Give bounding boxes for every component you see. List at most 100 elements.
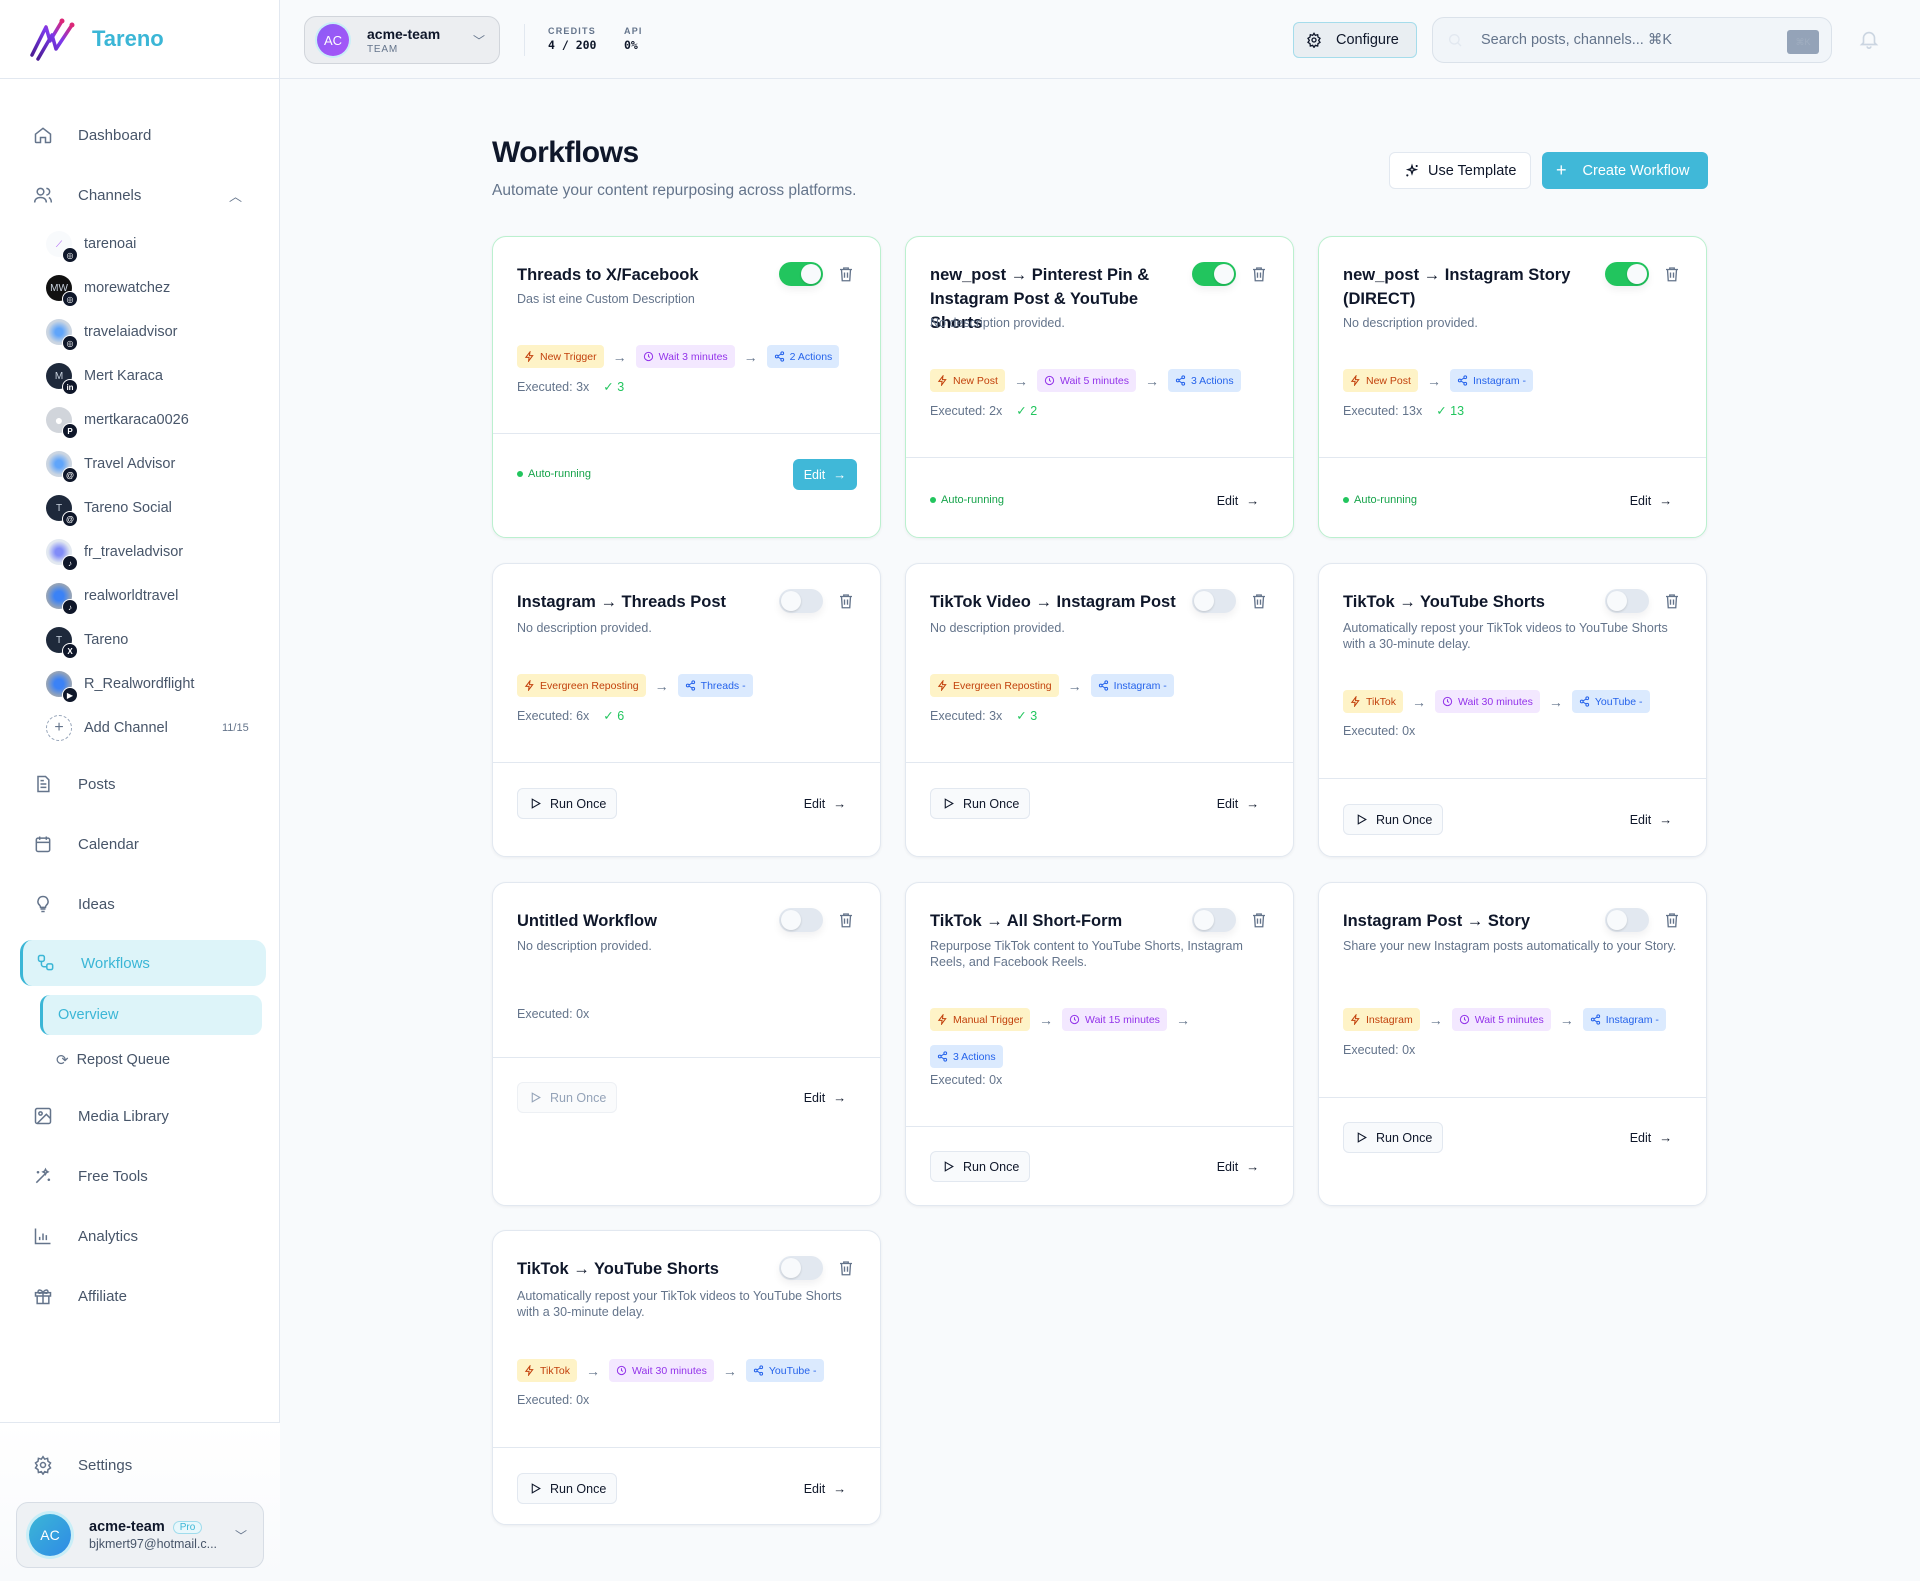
workflow-title[interactable]: Instagram Post → Story [1343, 912, 1531, 930]
run-once-button[interactable]: Run Once [517, 788, 617, 819]
step-label: 2 Actions [789, 350, 833, 363]
sidebar-item-settings[interactable]: Settings [20, 1443, 266, 1487]
channel-item[interactable]: MW ◎ morewatchez [46, 273, 170, 307]
workflow-toggle[interactable] [1192, 908, 1236, 932]
sidebar-subitem-repost-queue[interactable]: ⟳ Repost Queue [40, 1040, 262, 1080]
trash-icon[interactable] [1250, 265, 1268, 283]
run-once-button[interactable]: Run Once [1343, 1122, 1443, 1153]
edit-button[interactable]: Edit → [793, 788, 857, 819]
bell-icon[interactable] [1858, 28, 1880, 50]
search-input[interactable] [1481, 32, 1781, 48]
edit-button[interactable]: Edit → [793, 1082, 857, 1113]
use-template-button[interactable]: Use Template [1389, 152, 1531, 189]
workflow-title[interactable]: TikTok Video → Instagram Post [930, 593, 1176, 611]
run-once-button[interactable]: Run Once [517, 1082, 617, 1113]
edit-button[interactable]: Edit → [1619, 1122, 1683, 1153]
account-switcher[interactable]: AC acme-team Pro bjkmert97@hotmail.c... ﹀ [16, 1502, 264, 1568]
sidebar-item-workflows[interactable]: Workflows [20, 940, 266, 986]
workflow-title[interactable]: new_post → Pinterest Pin & Instagram Pos… [930, 266, 1150, 332]
run-once-button[interactable]: Run Once [930, 788, 1030, 819]
trash-icon[interactable] [1663, 265, 1681, 283]
sidebar: Tareno Dashboard Channels ︿ ⟋ ◎ tarenoai … [0, 0, 280, 1581]
executed-text: Executed: 0x [1343, 724, 1416, 738]
workflow-title[interactable]: Untitled Workflow [517, 912, 657, 930]
workflow-toggle[interactable] [779, 589, 823, 613]
arrow-right-icon: → [1659, 1130, 1673, 1145]
sidebar-item-label: Settings [78, 1456, 133, 1474]
workflow-toggle[interactable] [1192, 589, 1236, 613]
trash-icon[interactable] [1663, 911, 1681, 929]
workflow-toggle[interactable] [779, 908, 823, 932]
trash-icon[interactable] [837, 1259, 855, 1277]
sidebar-subitem-overview[interactable]: Overview [40, 995, 262, 1035]
channel-name: fr_traveladvisor [84, 544, 184, 560]
channel-item[interactable]: ◎ travelaiadvisor [46, 317, 178, 351]
workflow-title[interactable]: TikTok → YouTube Shorts [517, 1260, 719, 1278]
edit-button[interactable]: Edit → [1206, 788, 1270, 819]
workflow-description: Automatically repost your TikTok videos … [517, 1289, 842, 1319]
brand[interactable]: Tareno [0, 0, 279, 79]
run-once-button[interactable]: Run Once [517, 1473, 617, 1504]
workflow-title[interactable]: Instagram → Threads Post [517, 593, 727, 611]
avatar: AC [29, 1514, 71, 1556]
trash-icon[interactable] [837, 592, 855, 610]
toggle-knob [1607, 591, 1627, 611]
edit-button[interactable]: Edit → [1619, 485, 1683, 516]
add-channel-button[interactable]: + Add Channel [46, 713, 168, 743]
edit-button[interactable]: Edit → [1619, 804, 1683, 835]
configure-button[interactable]: Configure [1293, 22, 1417, 58]
run-once-label: Run Once [550, 796, 607, 811]
trash-icon[interactable] [1663, 592, 1681, 610]
edit-button[interactable]: Edit → [793, 459, 857, 490]
run-once-button[interactable]: Run Once [1343, 804, 1443, 835]
workflow-title[interactable]: TikTok → All Short-Form [930, 912, 1123, 930]
clock-icon [616, 1365, 627, 1376]
channel-item[interactable]: ⟋ ◎ tarenoai [46, 229, 136, 263]
workflow-toggle[interactable] [1605, 908, 1649, 932]
workflow-title[interactable]: TikTok → YouTube Shorts [1343, 593, 1545, 611]
run-once-button[interactable]: Run Once [930, 1151, 1030, 1182]
sidebar-item-ideas[interactable]: Ideas [20, 882, 266, 926]
channel-item[interactable]: @ Travel Advisor [46, 449, 175, 483]
workflow-toggle[interactable] [779, 262, 823, 286]
plan-badge: Pro [172, 1520, 203, 1534]
sidebar-item-posts[interactable]: Posts [20, 762, 266, 806]
lightning-icon [524, 1365, 534, 1376]
sidebar-item-affiliate[interactable]: Affiliate [20, 1274, 266, 1318]
workflow-toggle[interactable] [1192, 262, 1236, 286]
trash-icon[interactable] [1250, 592, 1268, 610]
workflow-title[interactable]: new_post → Instagram Story (DIRECT) [1343, 266, 1571, 308]
trash-icon[interactable] [1250, 911, 1268, 929]
success-count: ✓ 3 [1016, 709, 1038, 723]
workflow-toggle[interactable] [1605, 262, 1649, 286]
sidebar-item-media-library[interactable]: Media Library [20, 1094, 266, 1138]
search-bar[interactable]: ⌘K [1432, 17, 1832, 63]
sidebar-item-analytics[interactable]: Analytics [20, 1214, 266, 1258]
trash-icon[interactable] [837, 265, 855, 283]
toggle-knob [781, 910, 801, 930]
sidebar-item-free-tools[interactable]: Free Tools [20, 1154, 266, 1198]
channel-item[interactable]: T @ Tareno Social [46, 493, 172, 527]
edit-button[interactable]: Edit → [793, 1473, 857, 1504]
chevron-up-icon[interactable]: ︿ [228, 188, 242, 204]
channel-item[interactable]: ● P mertkaraca0026 [46, 405, 189, 439]
sidebar-item-channels[interactable]: Channels ︿ [20, 173, 266, 217]
edit-button[interactable]: Edit → [1206, 1151, 1270, 1182]
workflow-toggle[interactable] [779, 1256, 823, 1280]
channel-item[interactable]: ♪ realworldtravel [46, 581, 178, 615]
workflow-title[interactable]: Threads to X/Facebook [517, 266, 699, 284]
trash-icon[interactable] [837, 911, 855, 929]
sidebar-item-label: Ideas [78, 895, 115, 913]
channel-item[interactable]: ♪ fr_traveladvisor [46, 537, 184, 571]
sidebar-item-dashboard[interactable]: Dashboard [20, 113, 266, 157]
sidebar-item-calendar[interactable]: Calendar [20, 822, 266, 866]
create-workflow-button[interactable]: + Create Workflow [1542, 152, 1708, 189]
workflow-toggle[interactable] [1605, 589, 1649, 613]
edit-button[interactable]: Edit → [1206, 485, 1270, 516]
lightning-icon [1350, 375, 1360, 386]
channel-item[interactable]: ▶ R_Realwordflight [46, 669, 194, 703]
wait-step-chip: Wait 30 minutes [1434, 690, 1540, 713]
team-switcher[interactable]: AC acme-team TEAM ﹀ [304, 16, 500, 64]
